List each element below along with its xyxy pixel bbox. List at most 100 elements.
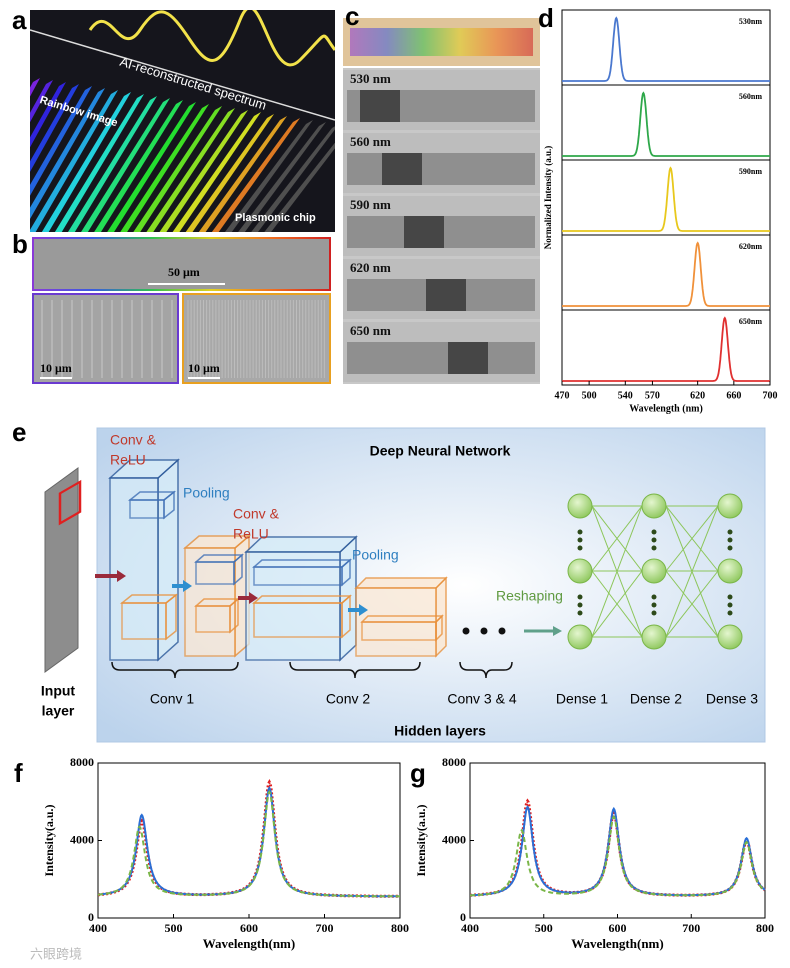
neuron-dot: [651, 537, 657, 543]
stripe: [30, 80, 53, 123]
sem-left: [32, 293, 179, 384]
input-patch: [58, 479, 82, 526]
x-tick-label: 800: [756, 921, 774, 935]
spectrum-line: [470, 798, 766, 897]
y-tick-label: 0: [460, 910, 466, 924]
row-label: 590 nm: [350, 197, 391, 212]
y-tick-label: 8000: [70, 755, 94, 769]
stripe: [107, 102, 196, 232]
x-tick-label: 600: [240, 921, 258, 935]
y-axis-label: Intensity(a.u.): [414, 804, 428, 876]
legend-label: 620nm: [739, 242, 762, 251]
neuron-dot: [651, 529, 657, 535]
neuron-dot: [577, 537, 583, 543]
arrow-head: [117, 570, 126, 582]
c-strip: [347, 342, 535, 374]
spectrum-line: [470, 815, 766, 897]
spectrum-line: [562, 16, 770, 82]
scale-label: 10 μm: [188, 361, 220, 375]
cuboid-front: [195, 605, 231, 633]
panel-letter: b: [12, 229, 28, 259]
connection: [591, 570, 643, 638]
stripe: [94, 100, 183, 232]
x-tick-label: 570: [645, 390, 660, 401]
cuboid-front: [361, 621, 437, 641]
neuron-dot: [651, 602, 657, 608]
arrow-head: [553, 626, 562, 636]
panel-letter: f: [14, 758, 23, 788]
neuron-dot: [651, 545, 657, 551]
x-tick-label: 400: [461, 921, 479, 935]
annotation: ReLU: [233, 526, 269, 542]
stripe: [30, 88, 105, 220]
stripe: [54, 94, 144, 232]
y-tick-label: 4000: [442, 832, 466, 846]
cuboid-top: [354, 577, 448, 589]
stripe: [251, 126, 335, 232]
cuboid-front: [109, 477, 159, 661]
y-axis-label: Intensity(a.u.): [42, 804, 56, 876]
legend-label: 560nm: [739, 92, 762, 101]
neuron-dot: [727, 529, 733, 535]
arrow-head: [359, 604, 368, 616]
legend-label: 590nm: [739, 167, 762, 176]
cuboid-front: [245, 551, 341, 661]
neuron: [641, 493, 667, 519]
brace: [289, 661, 421, 679]
y-tick-label: 4000: [70, 832, 94, 846]
y-tick-label: 8000: [442, 755, 466, 769]
annotation: Reshaping: [496, 588, 563, 604]
neuron-dot: [651, 610, 657, 616]
x-tick-label: 700: [763, 390, 778, 401]
x-tick-label: 500: [165, 921, 183, 935]
neuron-dot: [577, 594, 583, 600]
x-tick-label: 600: [609, 921, 627, 935]
c-top-rainbow: [350, 28, 533, 56]
c-band: [382, 153, 422, 185]
c-band: [404, 216, 444, 248]
cuboid-front: [184, 547, 236, 657]
connection: [665, 570, 719, 638]
neuron: [717, 493, 743, 519]
layer-label: Dense 2: [630, 691, 682, 707]
neuron: [567, 558, 593, 584]
neuron: [717, 558, 743, 584]
x-axis-label: Wavelength (nm): [629, 403, 703, 414]
stripe: [30, 90, 118, 232]
panel-letter: a: [12, 5, 27, 35]
ellipsis-dot: [480, 627, 488, 635]
layout: [30, 9, 771, 743]
scale-label: 50 μm: [168, 265, 200, 279]
stripe: [264, 142, 335, 232]
spectrum-curve: [88, 10, 335, 67]
stripe: [67, 96, 157, 232]
annotation: Conv &: [110, 432, 157, 448]
ellipsis-dot: [498, 627, 506, 635]
annotation: Conv &: [233, 506, 280, 522]
connection: [591, 505, 643, 572]
layer-label: Conv 1: [150, 691, 195, 707]
c-band: [426, 279, 466, 311]
subplot-frame: [561, 309, 771, 386]
cuboid-front: [253, 566, 343, 586]
stripe: [159, 110, 248, 232]
stripe: [185, 114, 274, 232]
neuron-dot: [727, 594, 733, 600]
cuboid-front: [253, 602, 343, 638]
cuboid-front: [121, 602, 167, 640]
cuboid-front: [195, 561, 235, 585]
stripe: [133, 106, 222, 232]
layer-label: Conv 2: [326, 691, 371, 707]
spectrum-line: [470, 805, 766, 897]
stripe: [81, 98, 170, 232]
arrow-head: [183, 580, 192, 592]
panel-letter: g: [410, 758, 426, 788]
brace: [111, 661, 239, 679]
neuron: [567, 624, 593, 650]
arrow-head: [249, 592, 258, 604]
legend-label: 650nm: [739, 317, 762, 326]
c-band: [360, 90, 400, 122]
stripe: [30, 86, 92, 196]
panel-letter: d: [538, 3, 554, 33]
